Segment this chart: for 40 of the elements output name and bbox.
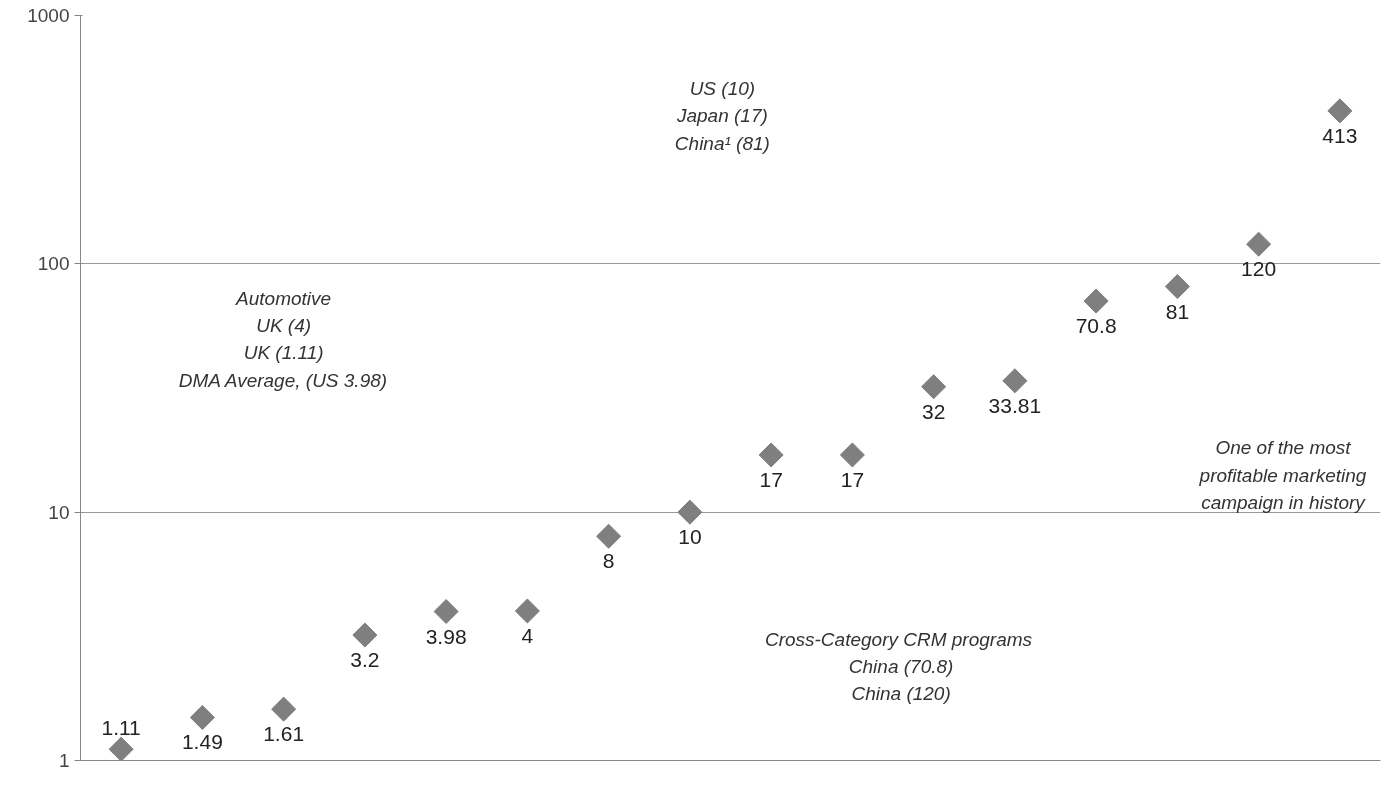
point — [921, 374, 947, 400]
point — [1246, 231, 1272, 257]
data-label: 32 — [921, 399, 946, 423]
y-tick-label: 10 — [48, 501, 70, 523]
point — [352, 622, 378, 648]
point — [758, 442, 784, 468]
point — [1327, 98, 1353, 124]
data-label: 413 — [1322, 123, 1358, 147]
point — [839, 442, 865, 468]
data-label: 1.61 — [263, 722, 305, 746]
data-label: 17 — [840, 467, 865, 491]
point — [1164, 274, 1190, 300]
y-tick-label: 1000 — [27, 5, 70, 26]
data-label: 1.49 — [181, 730, 223, 754]
point — [189, 704, 215, 731]
point — [271, 696, 297, 722]
data-label: 3.98 — [425, 624, 467, 648]
data-label: 120 — [1241, 257, 1277, 281]
annotation: US (10) Japan (17) China¹ (81) — [674, 78, 770, 154]
data-label: 70.8 — [1075, 314, 1117, 338]
point — [108, 736, 134, 761]
data-label: 17 — [759, 467, 783, 491]
point — [1002, 368, 1028, 394]
annotation: One of the most profitable marketing campaign in history — [1198, 437, 1367, 514]
data-label: 8 — [602, 549, 615, 573]
point — [433, 599, 459, 625]
point — [677, 499, 703, 525]
data-label: 10 — [678, 525, 702, 549]
data-label: 81 — [1165, 299, 1190, 323]
annotation: Automotive UK (4) UK (1.11) DMA Average, (US 3.98) — [178, 287, 388, 391]
data-label: 33.81 — [988, 393, 1042, 417]
data-label: 3.2 — [350, 648, 380, 672]
y-tick-label: 100 — [37, 253, 70, 275]
y-tick-label: 1 — [58, 750, 70, 771]
annotation: Cross-Category CRM programs China (70.8) China (120) — [764, 628, 1033, 705]
data-label: 1.11 — [101, 716, 141, 740]
point — [596, 523, 622, 549]
data-label: 4 — [521, 623, 534, 647]
point — [1083, 288, 1109, 314]
point — [514, 598, 540, 624]
